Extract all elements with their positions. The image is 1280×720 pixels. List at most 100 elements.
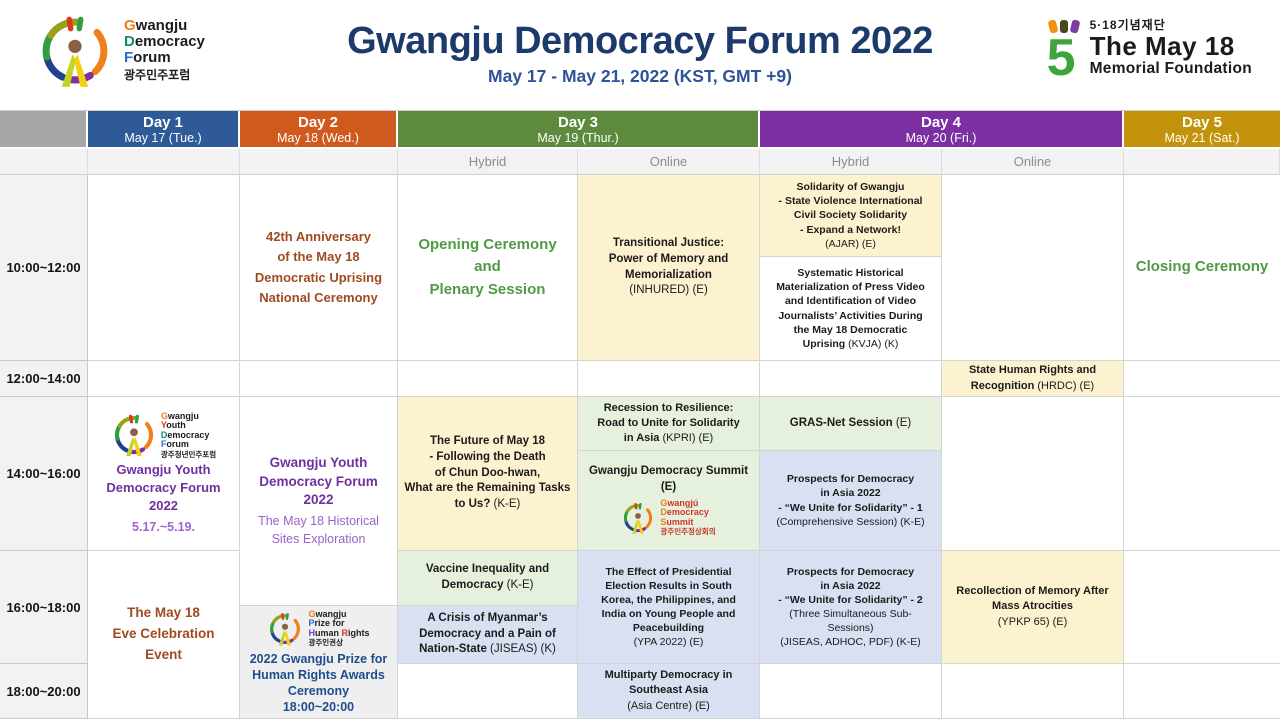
- mode-day3-hybrid: Hybrid: [398, 149, 578, 175]
- day-header-row: Day 1 May 17 (Tue.) Day 2 May 18 (Wed.) …: [0, 111, 1280, 149]
- session-org: (KPRI) (E): [659, 432, 714, 445]
- time-label: 16:00~18:00: [0, 551, 88, 664]
- gds-logo-icon: [621, 500, 656, 535]
- day5-date: May 21 (Sat.): [1164, 130, 1240, 145]
- session-title: Multiparty Democracy in Southeast Asia: [604, 669, 733, 697]
- gphr-korean: 광주인권상: [308, 638, 343, 647]
- session-cell-ypa: The Effect of Presidential Election Resu…: [578, 551, 760, 664]
- time-label: 18:00~20:00: [0, 664, 88, 719]
- empty-cell: [760, 361, 942, 397]
- schedule-table: Day 1 May 17 (Tue.) Day 2 May 18 (Wed.) …: [0, 110, 1280, 720]
- gds-korean: 광주민주정상회의: [660, 527, 716, 537]
- empty-cell: [578, 361, 760, 397]
- session-title: Transitional Justice: Power of Memory an…: [608, 236, 729, 281]
- session-org: (KVJA) (K): [845, 337, 899, 350]
- gydf-logo: Gwangju Youth Democracy Forum 광주청년민주포럼: [111, 410, 217, 460]
- session-cell-anniversary: 42th Anniversary of the May 18 Democrati…: [240, 175, 398, 361]
- session-cell-kvja: Systematic Historical Materialization of…: [760, 257, 942, 361]
- gds-logo-text: Gwangjú Democracy Summit 광주민주정상회의: [660, 497, 716, 537]
- corner-cell: [0, 111, 88, 149]
- session-cell-vaccine: Vaccine Inequality and Democracy (K-E): [398, 551, 578, 606]
- session-cell-myanmar: A Crisis of Myanmar’s Democracy and a Pa…: [398, 606, 578, 664]
- session-org: (Asia Centre) (E): [627, 699, 710, 712]
- session-cell-gydf-day2: Gwangju Youth Democracy Forum 2022 The M…: [240, 397, 398, 606]
- session-cell-gras-net: GRAS-Net Session (E): [760, 397, 942, 451]
- time-label: 12:00~14:00: [0, 361, 88, 397]
- session-org: (Comprehensive Session) (K-E): [776, 515, 925, 528]
- day2-label: Day 2: [297, 113, 339, 131]
- day2-header: Day 2 May 18 (Wed.): [240, 111, 398, 149]
- empty-cell: [942, 175, 1124, 361]
- gdf-word-democracy: emocracy: [134, 33, 205, 50]
- session-title: Gwangju Youth Democracy Forum 2022: [106, 462, 221, 514]
- empty-cell: [398, 361, 578, 397]
- session-title: State Human Rights and Recognition: [968, 364, 1097, 392]
- day3-online-column: Transitional Justice: Power of Memory an…: [578, 175, 760, 719]
- session-title: Gwangju Youth Democracy Forum 2022: [259, 454, 378, 508]
- gdf-letter-f: F: [124, 49, 134, 66]
- day3-header: Day 3 May 19 (Thur.): [398, 111, 760, 149]
- day2-date: May 18 (Wed.): [277, 130, 359, 145]
- session-cell-prospects-1: Prospects for Democracy in Asia 2022 - “…: [760, 451, 942, 551]
- empty-cell: [942, 397, 1124, 551]
- session-title: Recollection of Memory After Mass Atroci…: [956, 585, 1109, 613]
- session-dates: 5.17.~5.19.: [132, 519, 195, 534]
- session-title: Prospects for Democracy in Asia 2022 - “…: [778, 473, 923, 514]
- day4-online-column: State Human Rights and Recognition (HRDC…: [942, 175, 1124, 719]
- session-org: (K-E): [490, 498, 521, 511]
- session-title: 2022 Gwangju Prize for Human Rights Awar…: [249, 651, 388, 714]
- page-subtitle: May 17 - May 21, 2022 (KST, GMT +9): [488, 66, 792, 86]
- day3-date: May 19 (Thur.): [537, 130, 619, 145]
- session-org: (K-E): [503, 579, 534, 591]
- day1-header: Day 1 May 17 (Tue.): [88, 111, 240, 149]
- session-title: The May 18 Eve Celebration Event: [112, 605, 215, 662]
- schedule-body: 10:00~12:00 12:00~14:00 14:00~16:00 16:0…: [0, 175, 1280, 719]
- mode-day4-hybrid: Hybrid: [760, 149, 942, 175]
- day2-column: 42th Anniversary of the May 18 Democrati…: [240, 175, 398, 719]
- mode-row: Hybrid Online Hybrid Online: [0, 149, 1280, 175]
- time-column: 10:00~12:00 12:00~14:00 14:00~16:00 16:0…: [0, 175, 88, 719]
- empty-cell: [240, 361, 398, 397]
- session-title: Closing Ceremony: [1135, 258, 1269, 276]
- empty-cell: [88, 175, 240, 361]
- empty-cell: [1124, 551, 1280, 664]
- session-title: Recession to Resilience: Road to Unite f…: [597, 401, 740, 445]
- title-block: Gwangju Democracy Forum 2022 May 17 - Ma…: [260, 20, 1020, 87]
- session-cell-transitional-justice: Transitional Justice: Power of Memory an…: [578, 175, 760, 361]
- session-cell-democracy-summit: Gwangju Democracy Summit (E) Gwangjú Dem…: [578, 451, 760, 551]
- may18-logo-icon: 5: [1047, 19, 1082, 84]
- gdf-letter-g: G: [124, 17, 136, 34]
- page-header: Gwangju Democracy Forum 광주민주포럼 Gwangju D…: [0, 0, 1280, 110]
- session-org: (JISEAS) (K): [486, 643, 556, 656]
- may18-korean: 5·18기념재단: [1089, 18, 1166, 32]
- session-title: Opening Ceremony and Plenary Session: [418, 235, 557, 298]
- session-cell-gphr-ceremony: Gwangju Prize for Human Rights 광주인권상 202…: [240, 606, 398, 719]
- session-org: (E): [892, 416, 912, 429]
- gdf-korean: 광주민주포럼: [124, 68, 191, 82]
- gdf-logo: Gwangju Democracy Forum 광주민주포럼: [36, 12, 205, 90]
- session-title: Vaccine Inequality and Democracy: [425, 563, 550, 591]
- session-org: (INHURED) (E): [629, 284, 708, 297]
- may18-subtitle: Memorial Foundation: [1089, 60, 1252, 77]
- may18-foundation-logo: 5 5·18기념재단 The May 18 Memorial Foundatio…: [1047, 16, 1252, 84]
- session-cell-kpri: Recession to Resilience: Road to Unite f…: [578, 397, 760, 451]
- session-subtitle: The May 18 Historical Sites Exploration: [258, 514, 379, 546]
- session-org: (HRDC) (E): [1034, 379, 1095, 392]
- mode-empty: [0, 149, 88, 175]
- session-title: The Effect of Presidential Election Resu…: [601, 565, 736, 635]
- time-label: 14:00~16:00: [0, 397, 88, 551]
- mode-empty: [88, 149, 240, 175]
- page-title: Gwangju Democracy Forum 2022: [347, 20, 933, 62]
- session-title: A Crisis of Myanmar’s Democracy and a Pa…: [419, 611, 556, 656]
- gdf-letter-d: D: [124, 33, 135, 50]
- day1-column: Gwangju Youth Democracy Forum 광주청년민주포럼 G…: [88, 175, 240, 719]
- empty-cell: [1124, 361, 1280, 397]
- gydf-logo-text: Gwangju Youth Democracy Forum 광주청년민주포럼: [160, 410, 217, 459]
- session-title: Prospects for Democracy in Asia 2022 - “…: [778, 565, 923, 606]
- empty-cell: [398, 664, 578, 719]
- empty-cell: [760, 664, 942, 719]
- gdf-word-forum: orum: [133, 49, 171, 66]
- day5-header: Day 5 May 21 (Sat.): [1124, 111, 1280, 149]
- day4-label: Day 4: [920, 113, 962, 131]
- session-cell-opening-ceremony: Opening Ceremony and Plenary Session: [398, 175, 578, 361]
